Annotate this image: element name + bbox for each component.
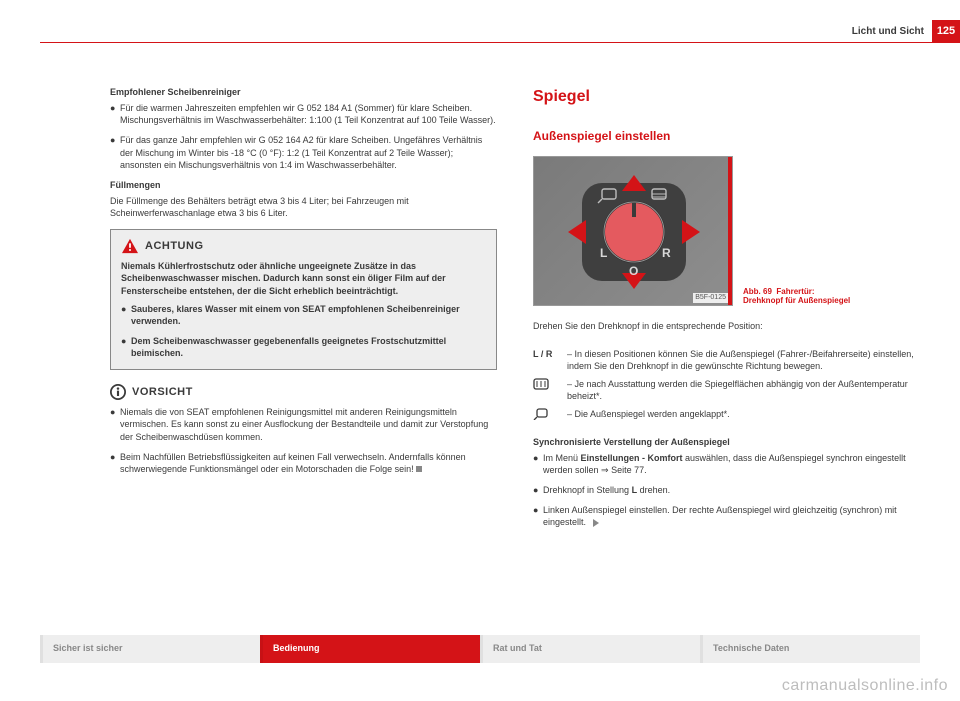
warning-triangle-icon (121, 238, 139, 254)
bullet-dot: ● (110, 451, 120, 475)
warning-head: ACHTUNG (121, 238, 486, 254)
list-item: ● Niemals die von SEAT empfohlenen Reini… (110, 406, 497, 442)
info-circle-icon (110, 384, 126, 400)
list-item: ● Für die warmen Jahreszeiten empfehlen … (110, 102, 497, 126)
heading-sync: Synchronisierte Verstellung der Außenspi… (533, 436, 920, 448)
bullet-text: Beim Nachfüllen Betriebsflüssigkeiten au… (120, 451, 497, 475)
figure-block: L R O B5F-0125 Abb. 69 Fahrertür: Drehkn… (533, 156, 920, 306)
bullet-dot: ● (110, 406, 120, 442)
knob-label-O: O (629, 264, 638, 278)
figure-image: L R O B5F-0125 (533, 156, 733, 306)
def-key-heat-icon (533, 378, 567, 402)
end-marker-icon (416, 466, 422, 472)
list-item: ● Sauberes, klares Wasser mit einem von … (121, 303, 486, 327)
def-val: – Die Außenspiegel werden angeklappt*. (567, 408, 920, 423)
manual-page: Licht und Sicht 125 Empfohlener Scheiben… (0, 0, 960, 701)
bullet-dot: ● (121, 335, 131, 359)
bullet-text: Drehknopf in Stellung L drehen. (543, 484, 920, 496)
bottom-nav: Sicher ist sicher Bedienung Rat und Tat … (40, 635, 920, 663)
def-row: – Die Außenspiegel werden angeklappt*. (533, 408, 920, 423)
intro-text: Drehen Sie den Drehknopf in die entsprec… (533, 320, 920, 332)
heading-aussenspiegel: Außenspiegel einstellen (533, 128, 920, 144)
def-key-lr: L / R (533, 348, 567, 372)
warning-box: ACHTUNG Niemals Kühlerfrostschutz oder ä… (110, 229, 497, 370)
bullet-dot: ● (533, 504, 543, 528)
nav-item-advice[interactable]: Rat und Tat (480, 635, 700, 663)
nav-item-techdata[interactable]: Technische Daten (700, 635, 920, 663)
heading-fill: Füllmengen (110, 179, 497, 191)
page-header: Licht und Sicht 125 (852, 20, 960, 42)
heated-mirror-icon (533, 378, 549, 390)
bullet-text: Im Menü Einstellungen - Komfort auswähle… (543, 452, 920, 476)
content-area: Empfohlener Scheibenreiniger ● Für die w… (110, 86, 920, 621)
def-row: L / R – In diesen Positionen können Sie … (533, 348, 920, 372)
def-row: – Je nach Ausstattung werden die Spiegel… (533, 378, 920, 402)
list-item: ● Linken Außenspiegel einstellen. Der re… (533, 504, 920, 528)
bullet-dot: ● (110, 134, 120, 170)
knob-label-L: L (600, 246, 607, 260)
bullet-text: Dem Scheibenwaschwasser gegebenenfalls g… (131, 335, 486, 359)
bullet-text: Sauberes, klares Wasser mit einem von SE… (131, 303, 486, 327)
header-rule (40, 42, 960, 43)
mirror-knob-illustration: L R O (534, 157, 733, 306)
left-column: Empfohlener Scheibenreiniger ● Für die w… (110, 86, 497, 621)
watermark: carmanualsonline.info (782, 677, 948, 695)
nav-item-safety[interactable]: Sicher ist sicher (40, 635, 260, 663)
page-number: 125 (932, 20, 960, 42)
warning-title: ACHTUNG (145, 239, 204, 254)
figure-code: B5F-0125 (693, 293, 728, 302)
fold-mirror-icon (533, 408, 549, 420)
definition-list: L / R – In diesen Positionen können Sie … (533, 348, 920, 424)
def-val: – In diesen Positionen können Sie die Au… (567, 348, 920, 372)
caution-head: VORSICHT (110, 384, 497, 400)
fill-text: Die Füllmenge des Behälters beträgt etwa… (110, 195, 497, 219)
bullet-dot: ● (110, 102, 120, 126)
right-column: Spiegel Außenspiegel einstellen (533, 86, 920, 621)
caution-title: VORSICHT (132, 385, 193, 400)
nav-item-operation[interactable]: Bedienung (260, 635, 480, 663)
bullet-text: Niemals die von SEAT empfohlenen Reinigu… (120, 406, 497, 442)
bullet-dot: ● (533, 484, 543, 496)
def-val: – Je nach Ausstattung werden die Spiegel… (567, 378, 920, 402)
bullet-text: Für die warmen Jahreszeiten empfehlen wi… (120, 102, 497, 126)
list-item: ● Dem Scheibenwaschwasser gegebenenfalls… (121, 335, 486, 359)
heading-cleaner: Empfohlener Scheibenreiniger (110, 86, 497, 98)
list-item: ● Für das ganze Jahr empfehlen wir G 052… (110, 134, 497, 170)
bullet-dot: ● (121, 303, 131, 327)
list-item: ● Im Menü Einstellungen - Komfort auswäh… (533, 452, 920, 476)
heading-spiegel: Spiegel (533, 86, 920, 108)
continuation-arrow-icon (593, 519, 599, 527)
bullet-text: Für das ganze Jahr empfehlen wir G 052 1… (120, 134, 497, 170)
knob-label-R: R (662, 246, 671, 260)
figure-right-accent (728, 157, 732, 305)
bullet-dot: ● (533, 452, 543, 476)
section-title: Licht und Sicht (852, 26, 924, 37)
list-item: ● Drehknopf in Stellung L drehen. (533, 484, 920, 496)
figure-caption: Abb. 69 Fahrertür: Drehknopf für Außensp… (743, 287, 853, 306)
def-key-fold-icon (533, 408, 567, 423)
warning-text: Niemals Kühlerfrostschutz oder ähnliche … (121, 260, 486, 296)
bullet-text: Linken Außenspiegel einstellen. Der rech… (543, 504, 920, 528)
list-item: ● Beim Nachfüllen Betriebsflüssigkeiten … (110, 451, 497, 475)
